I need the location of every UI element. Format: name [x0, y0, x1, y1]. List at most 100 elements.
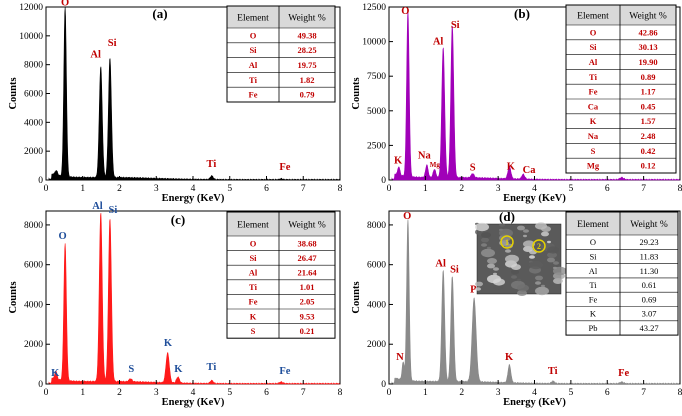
inset-texture: [541, 226, 551, 232]
table-cell-element: Al: [249, 60, 258, 70]
peak-label: Al: [435, 259, 446, 270]
table-body-bg: [566, 235, 678, 336]
x-tick-label: 3: [154, 184, 159, 194]
x-tick-label: 2: [117, 388, 122, 398]
x-tick-label: 8: [338, 388, 343, 398]
x-tick-label: 5: [569, 388, 574, 398]
table-cell-weight: 1.82: [300, 75, 315, 85]
inset-texture: [517, 284, 529, 292]
x-tick-label: 3: [154, 388, 159, 398]
table-cell-weight: 0.45: [641, 101, 656, 111]
inset-texture: [505, 249, 511, 253]
spectrum-series: [391, 219, 681, 385]
y-tick-label: 12500: [362, 3, 386, 13]
table-cell-element: K: [250, 311, 257, 321]
inset-texture: [493, 267, 499, 271]
panel-c: 0 1 2 3 4 5 6 7 8 0 2000 4000 6000 8000 Energy (KeV) Co…: [8, 201, 343, 408]
panel-a: 0 1 2 3 4 5 6 7 8 0 2000 4000 6000 8000 10000 12000 Ener…: [8, 0, 343, 204]
x-tick-label: 1: [423, 388, 428, 398]
x-tick-label: 0: [44, 184, 49, 194]
inset-texture: [541, 284, 545, 288]
inset-texture: [487, 263, 495, 269]
inset-texture: [481, 237, 489, 243]
inset-texture: [493, 272, 497, 276]
inset-marker-label: 2: [537, 242, 541, 251]
panel-label: (b): [514, 6, 530, 21]
table-cell-element: Ca: [588, 101, 599, 111]
table-cell-weight: 21.64: [297, 268, 317, 278]
table-cell-weight: 28.25: [297, 45, 316, 55]
table-cell-element: Si: [589, 251, 597, 261]
table-cell-element: Fe: [589, 87, 598, 97]
y-tick-label: 12000: [19, 3, 43, 13]
panel-label: (a): [152, 6, 167, 21]
table-cell-weight: 3.07: [642, 309, 657, 319]
x-tick-label: 8: [338, 184, 343, 194]
table-cell-weight: 2.48: [641, 131, 656, 141]
table-cell-element: Na: [588, 131, 599, 141]
peak-label: K: [394, 155, 403, 166]
inset-texture: [547, 252, 557, 258]
peak-label: K: [51, 368, 60, 379]
table-cell-weight: 0.42: [641, 146, 656, 156]
table-cell-weight: 9.53: [300, 311, 315, 321]
inset-texture: [535, 286, 549, 296]
x-tick-label: 2: [459, 184, 464, 194]
inset-texture: [529, 255, 535, 259]
x-axis-label: Energy (KeV): [503, 397, 566, 408]
table-header-element: Element: [237, 221, 269, 231]
inset-texture: [487, 246, 491, 250]
table-cell-weight: 26.47: [297, 253, 317, 263]
x-tick-label: 3: [496, 388, 501, 398]
x-tick-label: 0: [387, 184, 392, 194]
peak-label: Fe: [279, 366, 290, 377]
table-cell-element: Si: [249, 253, 257, 263]
inset-texture: [547, 257, 555, 263]
x-tick-label: 4: [191, 388, 196, 398]
inset-texture: [475, 281, 483, 287]
table-cell-weight: 19.90: [638, 57, 657, 67]
inset-marker-circle: [532, 239, 546, 253]
peak-label: Ti: [207, 159, 217, 170]
table-cell-element: S: [591, 146, 596, 156]
table-cell-weight: 0.21: [300, 326, 315, 336]
x-tick-label: 5: [569, 184, 574, 194]
y-axis-label: Counts: [351, 77, 362, 109]
inset-texture: [535, 281, 541, 285]
x-tick-label: 3: [496, 184, 501, 194]
table-border: [226, 211, 336, 339]
y-tick-label: 6000: [24, 261, 43, 271]
panel-label: (d): [499, 209, 515, 224]
inset-texture: [517, 225, 525, 231]
table-border: [226, 5, 336, 103]
x-axis-label: Energy (KeV): [162, 193, 225, 204]
table-cell-element: O: [250, 30, 257, 40]
peak-label: O: [403, 211, 411, 222]
table-cell-weight: 29.23: [639, 237, 658, 247]
inset-texture: [475, 222, 489, 232]
table-cell-weight: 1.01: [300, 282, 315, 292]
x-tick-label: 4: [532, 184, 537, 194]
table-cell-weight: 19.75: [297, 60, 316, 70]
inset-texture: [553, 278, 563, 284]
table-cell-element: Al: [589, 266, 598, 276]
y-tick-label: 10000: [362, 38, 386, 48]
inset-texture: [499, 228, 513, 238]
inset-texture: [523, 229, 529, 233]
table-body-bg: [227, 28, 335, 102]
x-axis-label: Energy (KeV): [503, 193, 566, 204]
panel-label: (c): [171, 212, 185, 227]
table-cell-element: Si: [589, 42, 597, 52]
x-tick-label: 6: [264, 184, 269, 194]
inset-texture: [517, 278, 521, 282]
x-tick-label: 0: [387, 388, 392, 398]
inset-texture: [475, 287, 481, 291]
peak-label: Fe: [618, 368, 629, 379]
y-tick-label: 7500: [367, 72, 386, 82]
table-cell-weight: 0.89: [641, 72, 656, 82]
x-tick-label: 7: [641, 388, 646, 398]
x-tick-label: 4: [532, 388, 537, 398]
table-cell-weight: 1.57: [641, 116, 657, 126]
